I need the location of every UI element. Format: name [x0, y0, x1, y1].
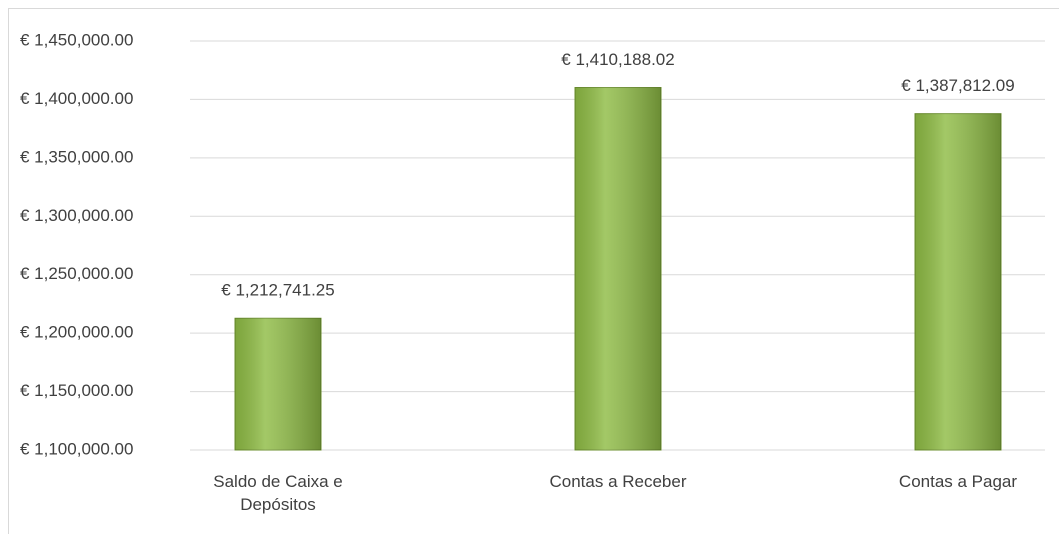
- y-tick-label: € 1,200,000.00: [20, 323, 133, 342]
- bar: [574, 87, 662, 451]
- x-tick-label: Contas a Pagar: [898, 472, 1018, 491]
- chart-border: [8, 8, 1059, 534]
- y-tick-label: € 1,300,000.00: [20, 206, 133, 225]
- y-tick-label: € 1,400,000.00: [20, 89, 133, 108]
- y-tick-label: € 1,250,000.00: [20, 264, 133, 283]
- data-label: € 1,387,812.09: [901, 76, 1014, 95]
- data-label: € 1,410,188.02: [561, 50, 674, 69]
- y-tick-label: € 1,150,000.00: [20, 381, 133, 400]
- y-tick-label: € 1,100,000.00: [20, 439, 133, 458]
- x-tick-label: Contas a Receber: [549, 472, 687, 491]
- y-tick-label: € 1,450,000.00: [20, 30, 133, 49]
- y-tick-label: € 1,350,000.00: [20, 147, 133, 166]
- x-tick-label: Saldo de Caixa e Depósitos: [213, 472, 343, 514]
- bar: [234, 317, 322, 451]
- bar: [914, 113, 1002, 451]
- data-label: € 1,212,741.25: [221, 281, 334, 300]
